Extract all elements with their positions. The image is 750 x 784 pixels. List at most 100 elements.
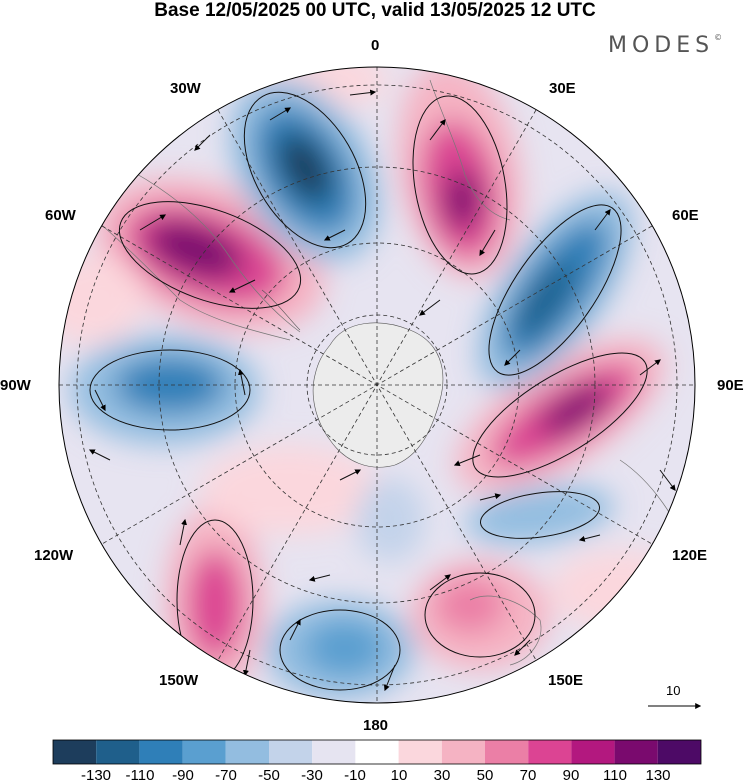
wind-arrow	[308, 574, 331, 582]
anomaly-pos-pacific-core	[187, 550, 243, 660]
anomaly-neg-pacific-core	[305, 620, 385, 676]
colorbar-tick: 30	[433, 767, 451, 784]
label-lon-60e: 60E	[672, 207, 699, 224]
label-lon-120e: 120E	[672, 547, 708, 564]
colorbar-tick: -50	[258, 767, 280, 784]
colorbar-swatch-2	[96, 740, 140, 764]
modes-logo: MODES©	[608, 33, 722, 58]
brand-text: MODES	[608, 33, 715, 58]
colorbar-swatch-13	[571, 740, 615, 764]
map-boundary	[58, 66, 696, 704]
colorbar-tick: 70	[519, 767, 537, 784]
new-zealand-coast	[469, 595, 542, 666]
colorbar-tick: 10	[390, 767, 408, 784]
colorbar-tick: -90	[172, 767, 194, 784]
colorbar-swatch-3	[139, 740, 183, 764]
wind-arrow	[383, 664, 396, 692]
colorbar-frame	[52, 739, 702, 765]
wind-arrow	[659, 469, 676, 491]
anomaly-neg-se-pacific-core	[115, 357, 225, 413]
colorbar-tick: 90	[562, 767, 580, 784]
wind-arrow	[453, 454, 481, 467]
reference-vector-label: 10	[666, 683, 681, 698]
wind-arrow	[349, 89, 377, 96]
anomaly-neg-australia	[465, 485, 615, 545]
antarctic-peninsula	[261, 289, 301, 331]
colorbar	[52, 739, 702, 765]
wind-arrow	[619, 149, 641, 171]
label-lon-30e: 30E	[549, 80, 576, 97]
colorbar-swatch-5	[225, 740, 269, 764]
wind-arrow	[514, 639, 531, 656]
wind-arrow	[479, 493, 502, 501]
anomaly-neg-indian-core	[516, 262, 574, 338]
south-america-west-coast	[89, 214, 291, 341]
wind-arrow	[504, 349, 521, 366]
colorbar-swatch-14	[614, 740, 658, 764]
vortex-south-america	[118, 201, 302, 309]
label-lon-150e: 150E	[548, 672, 584, 689]
vortex-indian-west	[488, 204, 622, 376]
wind-arrow	[639, 359, 661, 376]
south-america-coast	[119, 164, 301, 333]
wind-arrow	[323, 229, 346, 241]
anomaly-field	[59, 67, 690, 700]
vortex-atlantic	[243, 91, 367, 249]
map-disk	[59, 67, 695, 703]
vortex-indian-east	[472, 352, 648, 478]
colorbar-swatch-1	[53, 740, 97, 764]
colorbar-tick: -110	[125, 767, 155, 784]
colorbar-swatch-4	[182, 740, 226, 764]
colorbar-swatch-10	[441, 740, 485, 764]
wind-arrow	[139, 214, 167, 231]
anomaly-neg-atlantic-core	[278, 133, 332, 203]
label-lon-30w: 30W	[170, 80, 201, 97]
label-lon-90w: 90W	[0, 377, 31, 394]
wind-arrow	[194, 134, 211, 151]
lat-circle-45s	[158, 166, 596, 604]
wind-arrow	[289, 618, 301, 641]
wind-arrow	[479, 229, 496, 257]
colorbar-swatch-12	[528, 740, 572, 764]
colorbar-tick: 130	[645, 767, 671, 784]
wind-arrow	[339, 469, 362, 481]
anomaly-pos-west-edge	[59, 255, 145, 345]
colorbar-swatch-9	[398, 740, 442, 764]
colorbar-swatch-11	[485, 740, 529, 764]
wind-arrow	[419, 299, 441, 316]
anomaly-pos-new-zealand-core	[435, 577, 505, 633]
label-lon-120w: 120W	[34, 547, 74, 564]
colorbar-swatch-15	[657, 740, 701, 764]
label-lon-180: 180	[363, 717, 389, 734]
colorbar-tick: -30	[301, 767, 323, 784]
label-lon-60w: 60W	[45, 207, 76, 224]
colorbar-tick: 50	[476, 767, 494, 784]
wind-arrow	[237, 368, 246, 396]
vortex-pacific	[279, 609, 401, 691]
wind-arrow	[429, 119, 446, 141]
map-title: Base 12/05/2025 00 UTC, valid 13/05/2025…	[154, 0, 596, 21]
anomaly-pos-indian-core	[540, 384, 610, 436]
wind-arrow	[228, 279, 256, 293]
wind-arrow	[88, 449, 111, 461]
wind-arrow	[179, 518, 188, 546]
wind-arrow	[94, 389, 106, 412]
vortex-africa	[412, 95, 508, 275]
vortex-se-pacific	[89, 349, 251, 431]
colorbar-swatch-8	[355, 740, 399, 764]
graticule	[59, 67, 695, 703]
wind-arrow	[429, 574, 451, 591]
colorbar-tick: -130	[80, 767, 112, 784]
colorbar-swatch-6	[269, 740, 313, 764]
meridian-60e-120w	[101, 225, 653, 545]
brand-mark: ©	[714, 33, 723, 42]
colorbar-tick: 110	[603, 767, 627, 784]
colorbar-tick: -10	[344, 767, 366, 784]
anomaly-pos-africa-core	[444, 170, 480, 230]
africa-coast	[429, 79, 511, 221]
anomaly-neg-ross-sea	[355, 478, 425, 562]
wind-arrow	[242, 649, 251, 677]
vortex-australia	[480, 491, 600, 539]
anomaly-pos-weak-pacific	[200, 445, 380, 535]
